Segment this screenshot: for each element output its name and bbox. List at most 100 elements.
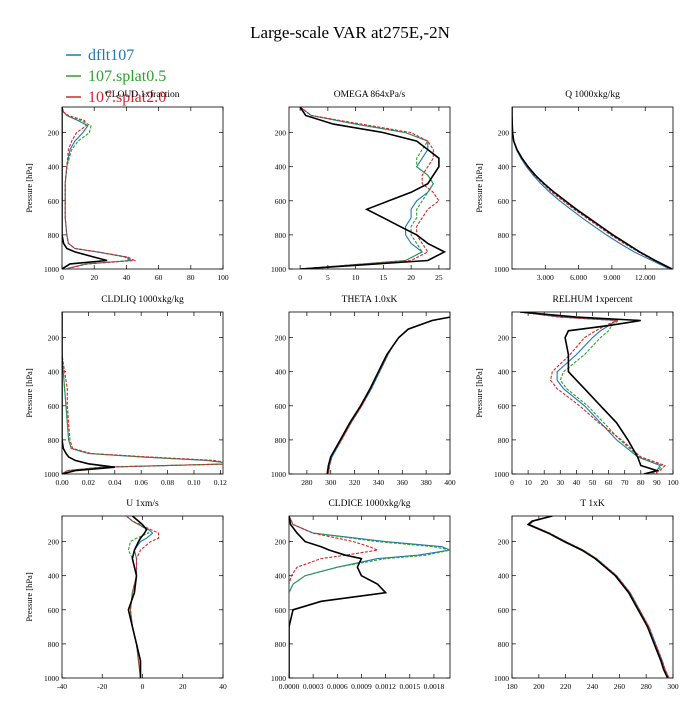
x-tick-label: 0.0015 [399, 682, 420, 691]
series-line [512, 107, 673, 269]
y-tick-label: 200 [275, 334, 287, 343]
y-tick-label: 200 [498, 538, 510, 547]
x-tick-label: 10 [352, 273, 360, 282]
series-line [62, 107, 133, 269]
series-line [519, 312, 661, 474]
y-tick-label: 600 [498, 606, 510, 615]
y-tick-label: 600 [48, 402, 60, 411]
y-tick-label: 600 [275, 606, 287, 615]
y-tick-label: 600 [48, 197, 60, 206]
x-tick-label: 5 [326, 273, 330, 282]
series-line [289, 516, 388, 678]
x-tick-label: 3.000 [537, 273, 554, 282]
x-tick-label: 100 [217, 273, 229, 282]
x-tick-label: 9.000 [603, 273, 620, 282]
x-tick-label: 50 [589, 478, 597, 487]
y-tick-label: 800 [275, 436, 287, 445]
series-line [528, 516, 670, 678]
series-line [512, 107, 670, 269]
y-tick-label: 800 [498, 436, 510, 445]
x-tick-label: 240 [587, 682, 599, 691]
y-tick-label: 200 [275, 538, 287, 547]
x-tick-label: 0.08 [161, 478, 174, 487]
y-tick-label: 400 [498, 572, 510, 581]
x-tick-label: 20 [407, 273, 415, 282]
x-tick-label: 360 [397, 478, 409, 487]
y-tick-label: 1000 [271, 674, 286, 683]
y-tick-label: 800 [48, 640, 60, 649]
x-tick-label: 60 [155, 273, 163, 282]
y-tick-label: 600 [275, 402, 287, 411]
series-line [526, 516, 669, 678]
x-tick-label: 80 [187, 273, 195, 282]
series-line [326, 316, 450, 474]
x-tick-label: 0 [510, 478, 514, 487]
y-axis-label: Pressure [hPa] [474, 163, 484, 213]
panel-title: CLDICE 1000xkg/kg [328, 499, 410, 509]
y-tick-label: 800 [48, 436, 60, 445]
y-axis-label: Pressure [hPa] [24, 572, 34, 622]
x-tick-label: 260 [614, 682, 626, 691]
x-tick-label: 400 [444, 478, 456, 487]
x-tick-label: 220 [560, 682, 572, 691]
x-tick-label: 320 [349, 478, 361, 487]
series-line [62, 312, 223, 474]
x-tick-label: 0.0012 [375, 682, 396, 691]
series-line [327, 316, 450, 474]
series-line [62, 312, 223, 474]
y-tick-label: 200 [275, 129, 287, 138]
series-line [519, 312, 663, 474]
x-tick-label: 10 [524, 478, 532, 487]
plot-frame [288, 311, 451, 475]
series-line [127, 516, 148, 678]
legend: dflt107 107.splat0.5 107.splat2.0 [66, 47, 166, 106]
y-tick-label: 600 [498, 197, 510, 206]
figure-title: Large-scale VAR at275E,-2N [250, 23, 450, 42]
x-tick-label: 80 [637, 478, 645, 487]
series-line [519, 312, 660, 474]
x-tick-label: 60 [605, 478, 613, 487]
y-tick-label: 1000 [44, 674, 59, 683]
x-tick-label: 100 [667, 478, 679, 487]
series-line [512, 107, 672, 269]
series-line [512, 107, 672, 269]
y-tick-label: 200 [498, 129, 510, 138]
y-tick-label: 200 [498, 334, 510, 343]
y-tick-label: 800 [498, 231, 510, 240]
x-tick-label: 30 [557, 478, 565, 487]
panel: OMEGA 864xPa/s 200 400 600 800 1000 0 5 10 15 20 25 [271, 90, 451, 282]
y-tick-label: 1000 [494, 470, 509, 479]
x-tick-label: 40 [123, 273, 131, 282]
x-tick-label: -40 [57, 682, 67, 691]
y-tick-label: 400 [275, 572, 287, 581]
panel-title: T 1xK [580, 499, 605, 509]
plot-frame [288, 106, 451, 270]
series-line [289, 516, 450, 678]
x-tick-label: 0.10 [187, 478, 200, 487]
y-tick-label: 200 [48, 334, 60, 343]
x-tick-label: 0.00 [55, 478, 68, 487]
series-line [62, 312, 115, 474]
y-tick-label: 1000 [44, 470, 59, 479]
y-tick-label: 400 [275, 163, 287, 172]
panel: CLDLIQ 1000xkg/kg Pressure [hPa] 200 400 600… [24, 295, 227, 487]
series-line [528, 516, 670, 678]
series-line [519, 312, 666, 474]
y-tick-label: 1000 [494, 265, 509, 274]
plot-frame [511, 106, 674, 270]
x-tick-label: 0 [298, 273, 302, 282]
series-line [299, 107, 447, 269]
y-tick-label: 1000 [494, 674, 509, 683]
plot-frame [61, 106, 224, 270]
legend-label: dflt107 [88, 47, 134, 64]
plot-frame [61, 311, 224, 475]
x-tick-label: 280 [641, 682, 653, 691]
y-tick-label: 200 [48, 129, 60, 138]
x-tick-label: 200 [533, 682, 545, 691]
y-tick-label: 800 [498, 640, 510, 649]
y-tick-label: 800 [275, 231, 287, 240]
